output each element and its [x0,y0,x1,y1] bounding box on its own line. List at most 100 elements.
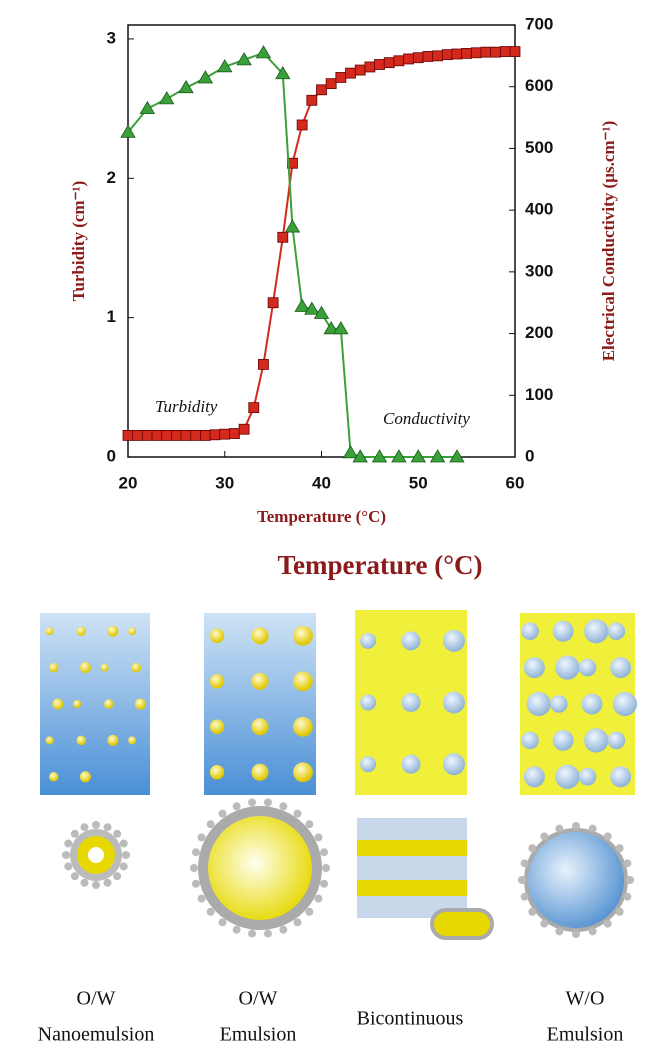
droplet [134,698,146,710]
x-axis-label: Temperature (°C) [257,507,386,526]
phase-label: Bicontinuous [357,1008,464,1030]
head-group [540,919,549,928]
droplet [76,626,86,636]
marker [383,57,395,69]
x-tick-label: 30 [215,473,234,492]
droplet [107,625,119,637]
head-group [70,872,79,881]
head-group [248,798,257,807]
annotation: Turbidity [155,397,218,416]
droplet [521,731,539,750]
marker [449,449,465,463]
marker [335,72,347,83]
droplet [607,731,626,750]
series-line [128,50,515,437]
droplet [251,672,269,690]
head-group [518,876,526,884]
marker [470,47,482,59]
y2-tick-label: 0 [525,446,534,465]
y2-tick-label: 700 [525,14,553,33]
head-group [190,864,198,872]
phase-label: Nanoemulsion [38,1024,155,1046]
marker [122,429,134,441]
marker [197,70,214,84]
droplet [552,620,574,642]
marker [159,91,175,105]
head-group [322,864,330,872]
droplet [360,632,377,649]
marker [432,50,444,62]
droplet [581,693,603,715]
droplet [360,756,377,773]
droplet [293,762,313,783]
droplet [49,772,59,782]
marker [217,59,233,73]
head-group [122,851,130,859]
droplet [401,693,421,712]
head-group [293,918,302,927]
marker [403,53,414,65]
droplet [555,764,580,789]
micelle-center [88,847,104,863]
y2-tick-label: 400 [525,200,553,219]
marker [316,84,327,96]
droplet [526,691,551,717]
head-group [197,894,206,903]
phase-label: Emulsion [547,1024,624,1046]
marker [277,231,289,243]
head-group [92,881,100,889]
marker [342,445,359,459]
marker [258,359,269,370]
head-group [113,872,122,881]
marker [391,449,407,463]
droplet [523,657,545,679]
marker [461,47,473,59]
droplet [401,754,421,774]
head-group [555,927,564,936]
head-group [206,907,215,916]
head-group [572,822,580,830]
droplet [612,691,638,717]
marker [306,94,318,106]
droplet [401,631,421,651]
head-group [218,809,227,818]
head-group [248,929,257,938]
y-tick-label: 3 [107,28,116,47]
droplet [209,628,225,643]
droplet [45,736,54,745]
droplet [128,627,137,636]
head-group [191,879,200,888]
bilayer [357,818,467,918]
marker [209,429,221,441]
head-group [191,848,200,857]
diagram-title: Temperature (°C) [277,550,482,580]
y-tick-label: 1 [107,307,116,326]
phase-label: W/O [566,988,605,1010]
head-group [520,859,529,868]
bilayer [357,880,467,896]
droplet [360,694,377,711]
y-tick-label: 2 [107,168,116,187]
droplet [550,695,568,713]
head-group [232,802,241,811]
bilayer-tube [430,908,494,940]
head-group [103,823,112,832]
droplet [52,698,64,710]
marker [410,449,426,463]
marker [139,100,156,115]
droplet [107,734,119,746]
marker [345,67,356,79]
marker [284,219,301,233]
droplet [555,655,580,680]
marker [229,428,240,439]
droplet [578,768,597,786]
droplet [442,629,465,652]
head-group [588,927,597,936]
y-axis-label: Turbidity (cm⁻¹) [69,181,88,302]
droplet [442,691,465,714]
head-group [572,930,580,938]
droplet [76,735,86,746]
droplet [208,816,312,920]
head-group [314,833,323,842]
